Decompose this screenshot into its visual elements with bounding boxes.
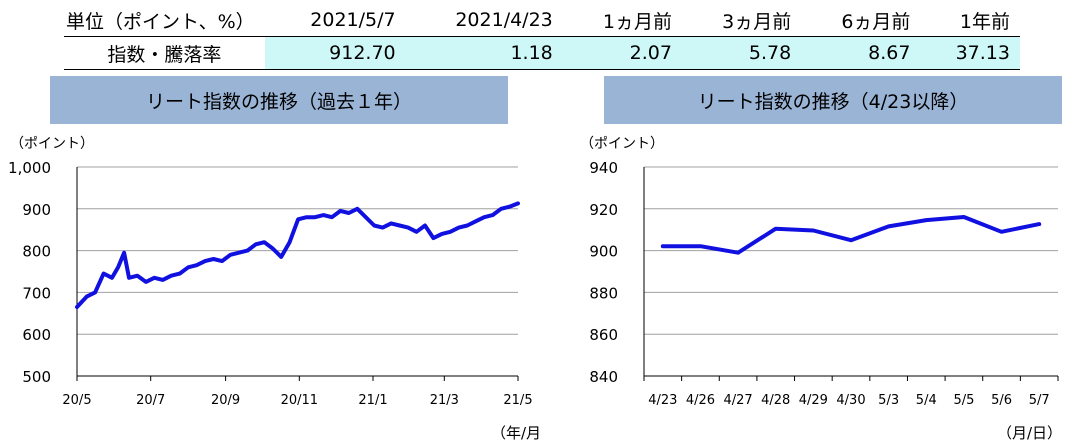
chart2-ylabel: （ポイント） bbox=[580, 136, 664, 152]
chart1-ytick-label: 800 bbox=[22, 243, 51, 261]
chart2-ytick-label: 880 bbox=[589, 284, 618, 302]
chart1-title-banner: リート指数の推移（過去１年） bbox=[50, 76, 508, 124]
chart2-ytick-label: 860 bbox=[589, 326, 618, 344]
chart1-ytick-label: 1,000 bbox=[8, 159, 51, 177]
summary-table: 単位（ポイント、%） 2021/5/7 2021/4/23 1ヵ月前 3ヵ月前 … bbox=[64, 4, 1020, 70]
chart1-xtick-label: 21/1 bbox=[358, 393, 387, 408]
table-header-date-previous: 2021/4/23 bbox=[405, 4, 563, 37]
chart1-ytick-label: 500 bbox=[22, 368, 51, 386]
chart2-xtick-label: 5/3 bbox=[878, 393, 899, 408]
chart1-ytick-label: 900 bbox=[22, 201, 51, 219]
chart1-title: リート指数の推移（過去１年） bbox=[145, 90, 412, 113]
table-header-1year: 1年前 bbox=[920, 4, 1020, 37]
table-cell-change-1year: 37.13 bbox=[920, 36, 1020, 70]
table-header-1month: 1ヵ月前 bbox=[562, 4, 682, 37]
chart2-ytick-label: 840 bbox=[589, 368, 618, 386]
table-row-label: 指数・騰落率 bbox=[64, 36, 265, 70]
chart1-xtick-label: 21/3 bbox=[430, 393, 459, 408]
chart1-1year: 500 600 700 800 900 1,000 （ポイント） （年/月） 20/5 20/7 2… bbox=[8, 136, 540, 442]
table-data-row: 指数・騰落率 912.70 1.18 2.07 5.78 8.67 37.13 bbox=[64, 36, 1020, 70]
chart2-series-line bbox=[660, 215, 1042, 255]
chart2-ytick-label: 920 bbox=[589, 201, 618, 219]
chart2-xlabel: （月/日） bbox=[997, 424, 1062, 442]
table-header-3month: 3ヵ月前 bbox=[681, 4, 802, 37]
chart2-ytick-label: 940 bbox=[589, 159, 618, 177]
table-header-date-current: 2021/5/7 bbox=[264, 4, 406, 37]
chart1-xtick-label: 20/11 bbox=[281, 393, 318, 408]
chart2-title-banner: リート指数の推移（4/23以降） bbox=[604, 76, 1062, 124]
chart2-xtick-label: 5/5 bbox=[953, 393, 974, 408]
table-cell-change-1month: 2.07 bbox=[562, 36, 682, 70]
chart2-xtick-label: 5/7 bbox=[1029, 393, 1050, 408]
chart2-xtick-label: 4/26 bbox=[686, 393, 715, 408]
chart2-xtick-label: 4/27 bbox=[723, 393, 752, 408]
table-cell-index: 912.70 bbox=[264, 36, 406, 70]
chart1-xtick-label: 20/7 bbox=[136, 393, 165, 408]
chart1-ytick-label: 600 bbox=[22, 326, 51, 344]
chart2-xtick-label: 5/6 bbox=[991, 393, 1012, 408]
chart1-series-line bbox=[75, 201, 520, 309]
chart2-ytick-label: 900 bbox=[589, 243, 618, 261]
chart2-title: リート指数の推移（4/23以降） bbox=[697, 90, 969, 113]
chart2-xtick-label: 4/23 bbox=[648, 393, 677, 408]
table-header-row: 単位（ポイント、%） 2021/5/7 2021/4/23 1ヵ月前 3ヵ月前 … bbox=[64, 4, 1020, 37]
chart1-xtick-label: 20/9 bbox=[211, 393, 240, 408]
chart1-ytick-label: 700 bbox=[22, 284, 51, 302]
table-cell-change-3month: 5.78 bbox=[681, 36, 802, 70]
chart1-ylabel: （ポイント） bbox=[10, 136, 94, 152]
chart2-xtick-label: 5/4 bbox=[916, 393, 937, 408]
chart1-xlabel: （年/月） bbox=[491, 424, 540, 442]
chart2-since-apr23: 840 860 880 900 920 940 （ポイント） （月/日） 4/23 4/26 4/2… bbox=[580, 136, 1062, 442]
table-cell-change-6month: 8.67 bbox=[801, 36, 921, 70]
chart2-xtick-label: 4/28 bbox=[761, 393, 790, 408]
chart1-xtick-label: 20/5 bbox=[62, 393, 91, 408]
table-cell-change-week: 1.18 bbox=[405, 36, 563, 70]
table-header-6month: 6ヵ月前 bbox=[801, 4, 921, 37]
chart2-xtick-label: 4/30 bbox=[836, 393, 865, 408]
table-header-unit: 単位（ポイント、%） bbox=[64, 4, 265, 37]
chart1-xtick-label: 21/5 bbox=[503, 393, 532, 408]
chart2-xtick-label: 4/29 bbox=[799, 393, 828, 408]
